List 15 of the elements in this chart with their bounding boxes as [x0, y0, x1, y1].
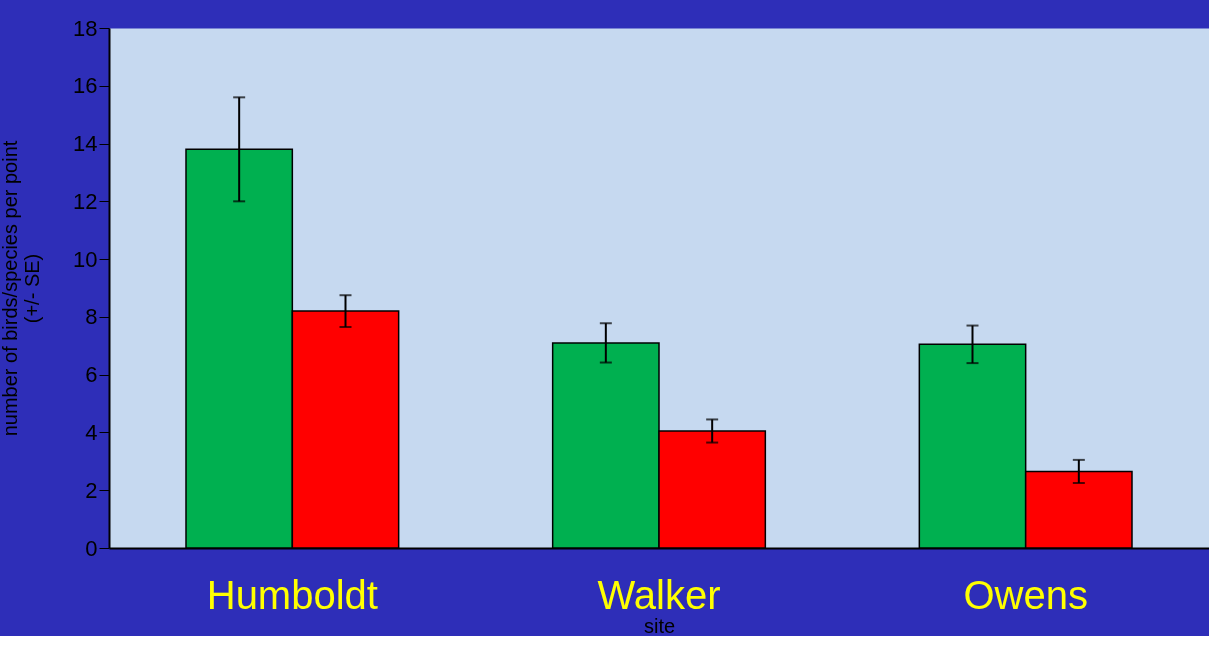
y-tick-label: 4	[85, 419, 98, 445]
y-tick-label: 14	[73, 131, 98, 157]
y-tick-label: 6	[85, 362, 98, 388]
y-tick-label: 12	[73, 188, 98, 214]
y-axis-title: number of birds/species per point (+/- SE)	[0, 140, 44, 437]
x-axis-title: site	[643, 614, 676, 637]
x-tick-label: Humboldt	[206, 572, 378, 617]
y-tick-label: 18	[73, 15, 98, 41]
x-tick-label: Owens	[963, 572, 1088, 617]
x-tick-label: Walker	[597, 572, 721, 617]
y-tick-label: 10	[73, 246, 98, 272]
y-tick-label: 2	[85, 477, 98, 503]
y-tick-label: 8	[85, 304, 98, 330]
y-tick-label: 0	[85, 535, 98, 561]
y-tick-label: 16	[73, 73, 98, 99]
